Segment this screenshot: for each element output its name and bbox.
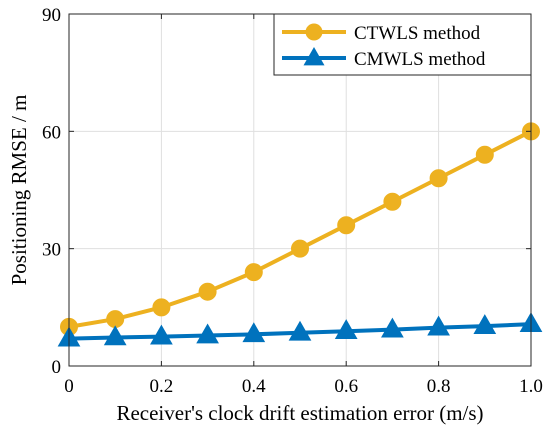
data-point-1 — [427, 315, 450, 336]
legend-entry-ctwls: CTWLS method — [282, 23, 481, 44]
legend-marker-ctwls — [305, 23, 323, 41]
x-tick-label: 0.8 — [427, 376, 451, 397]
legend-marker-cmwls — [303, 46, 325, 66]
data-point-1 — [196, 323, 219, 344]
data-point-1 — [103, 325, 127, 346]
data-point-1 — [381, 317, 404, 338]
legend-label-ctwls: CTWLS method — [354, 23, 481, 44]
data-point-1 — [334, 319, 358, 340]
series-layer — [57, 122, 543, 347]
data-point-0 — [106, 310, 125, 329]
data-point-0 — [383, 192, 402, 211]
data-point-0 — [291, 239, 309, 258]
data-point-0 — [429, 169, 448, 188]
data-point-1 — [473, 314, 497, 334]
series-line-0 — [68, 129, 532, 329]
x-tick-label: 0.2 — [150, 376, 174, 397]
y-tick-label: 60 — [42, 122, 61, 143]
data-point-0 — [475, 145, 494, 164]
data-point-1 — [242, 322, 266, 343]
data-point-1 — [288, 320, 312, 341]
y-tick-label: 90 — [42, 5, 61, 26]
legend: CTWLS method CMWLS method — [273, 13, 532, 76]
y-axis-label: Positioning RMSE / m — [7, 95, 31, 286]
data-point-0 — [244, 263, 263, 282]
data-point-0 — [152, 298, 171, 317]
legend-entry-cmwls: CMWLS method — [282, 46, 486, 70]
y-tick-label: 0 — [52, 357, 62, 378]
data-point-0 — [337, 216, 356, 235]
axis-ticks: 0 0.2 0.4 0.6 0.8 1.0 0 30 60 90 — [42, 5, 543, 397]
data-point-1 — [150, 324, 173, 345]
legend-label-cmwls: CMWLS method — [354, 49, 486, 70]
x-tick-label: 1.0 — [519, 376, 543, 397]
x-tick-label: 0.6 — [334, 376, 358, 397]
x-axis-label: Receiver's clock drift estimation error … — [116, 401, 483, 425]
x-tick-label: 0 — [64, 376, 74, 397]
y-tick-label: 30 — [42, 240, 61, 261]
x-tick-label: 0.4 — [242, 376, 266, 397]
data-point-0 — [198, 282, 217, 301]
